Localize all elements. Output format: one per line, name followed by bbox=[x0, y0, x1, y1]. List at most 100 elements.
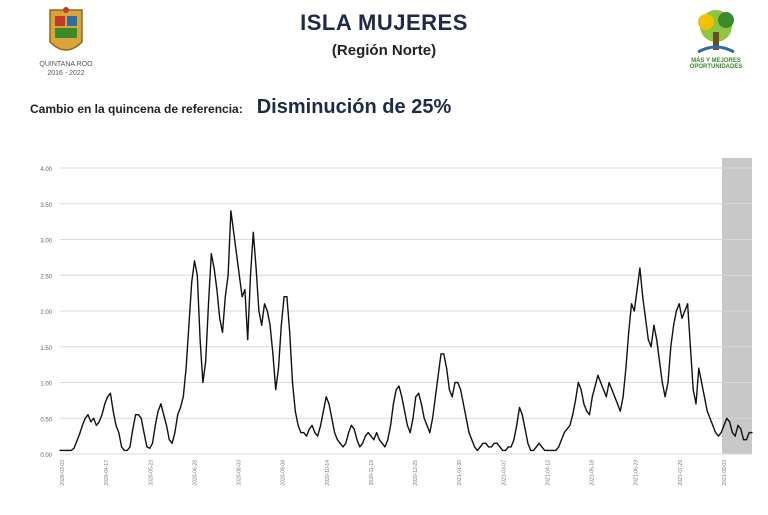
change-label: Cambio en la quincena de referencia: bbox=[30, 102, 243, 116]
data-point bbox=[216, 289, 218, 291]
data-point bbox=[644, 317, 647, 319]
data-point bbox=[527, 442, 529, 444]
report-header: QUINTANA ROO 2016 - 2022 ISLA MUJERES (R… bbox=[0, 0, 768, 90]
data-point bbox=[59, 449, 61, 451]
data-point bbox=[67, 449, 69, 451]
data-point bbox=[608, 381, 610, 384]
data-point bbox=[348, 432, 350, 434]
data-point bbox=[112, 410, 114, 412]
data-point bbox=[70, 449, 72, 451]
x-tick-label: 2021-07-29 bbox=[678, 460, 684, 486]
data-point bbox=[367, 432, 369, 434]
data-point bbox=[530, 449, 532, 451]
data-point bbox=[737, 424, 739, 426]
x-tick-label: 2021-03-07 bbox=[501, 460, 507, 486]
data-point bbox=[398, 385, 400, 387]
series-line bbox=[60, 210, 752, 452]
data-point bbox=[151, 442, 154, 444]
data-point bbox=[560, 439, 563, 441]
data-point bbox=[247, 339, 249, 341]
data-point bbox=[109, 392, 111, 394]
data-point bbox=[219, 317, 221, 319]
data-point bbox=[244, 289, 246, 291]
data-point bbox=[118, 432, 120, 434]
data-point bbox=[524, 428, 526, 430]
data-point bbox=[280, 324, 282, 326]
data-point bbox=[135, 414, 137, 416]
data-point bbox=[241, 296, 243, 298]
data-point bbox=[628, 331, 630, 333]
data-point bbox=[465, 417, 467, 419]
data-point bbox=[325, 396, 327, 398]
logo-right-caption: MÁS Y MEJORES OPORTUNIDADES bbox=[689, 58, 743, 70]
data-point bbox=[555, 449, 557, 451]
data-point bbox=[658, 360, 661, 362]
x-tick-label: 2021-05-18 bbox=[590, 460, 596, 486]
data-point bbox=[294, 410, 296, 412]
data-point bbox=[597, 374, 599, 376]
data-point bbox=[549, 449, 551, 451]
data-point bbox=[289, 331, 291, 333]
data-point bbox=[499, 446, 501, 448]
data-point bbox=[263, 303, 266, 305]
data-point bbox=[179, 406, 182, 409]
data-point bbox=[384, 446, 386, 448]
data-point bbox=[81, 424, 83, 426]
data-point bbox=[149, 447, 151, 449]
page-title: ISLA MUJERES bbox=[300, 10, 468, 35]
data-point bbox=[502, 449, 504, 451]
data-point bbox=[507, 446, 509, 448]
data-point bbox=[516, 424, 518, 426]
data-point bbox=[132, 428, 134, 430]
data-point bbox=[213, 267, 215, 269]
data-point bbox=[165, 424, 168, 426]
data-point bbox=[65, 449, 67, 451]
data-point bbox=[107, 396, 109, 398]
data-point bbox=[191, 281, 193, 283]
data-point bbox=[177, 414, 179, 416]
data-point bbox=[723, 424, 725, 426]
data-point bbox=[622, 396, 624, 398]
data-point bbox=[664, 396, 666, 398]
data-point bbox=[317, 435, 319, 437]
data-point bbox=[715, 432, 717, 434]
data-point bbox=[701, 381, 703, 384]
logo-left-caption: QUINTANA ROO bbox=[39, 61, 93, 68]
data-point bbox=[252, 231, 254, 233]
data-point bbox=[434, 396, 436, 398]
data-point bbox=[577, 381, 579, 384]
y-tick-label: 0.50 bbox=[40, 417, 52, 423]
x-tick-label: 2020-11-19 bbox=[369, 460, 375, 485]
data-point bbox=[734, 435, 736, 437]
data-point bbox=[350, 424, 352, 426]
data-point bbox=[291, 381, 294, 384]
y-tick-label: 0.00 bbox=[40, 453, 52, 459]
data-point bbox=[73, 447, 75, 449]
data-point bbox=[673, 324, 675, 326]
data-point bbox=[462, 403, 464, 405]
data-point bbox=[485, 442, 487, 444]
data-point bbox=[202, 381, 204, 384]
data-point bbox=[328, 403, 330, 405]
data-point bbox=[460, 389, 462, 391]
data-point bbox=[678, 303, 680, 305]
data-point bbox=[429, 432, 431, 434]
data-point bbox=[224, 296, 226, 298]
data-point bbox=[79, 433, 81, 435]
data-point bbox=[286, 296, 288, 298]
quintana-roo-shield-icon bbox=[49, 7, 83, 51]
data-point bbox=[87, 414, 89, 416]
data-point bbox=[446, 367, 448, 369]
data-point bbox=[163, 414, 165, 416]
data-point bbox=[675, 310, 678, 312]
data-point bbox=[160, 403, 162, 405]
data-point bbox=[720, 432, 722, 434]
data-point bbox=[580, 389, 582, 391]
data-point bbox=[230, 210, 232, 212]
data-point bbox=[552, 449, 554, 451]
data-point bbox=[454, 381, 456, 384]
data-point bbox=[605, 396, 607, 398]
data-point bbox=[146, 446, 148, 448]
data-point bbox=[448, 389, 450, 391]
x-tick-label: 2020-10-14 bbox=[325, 460, 331, 486]
